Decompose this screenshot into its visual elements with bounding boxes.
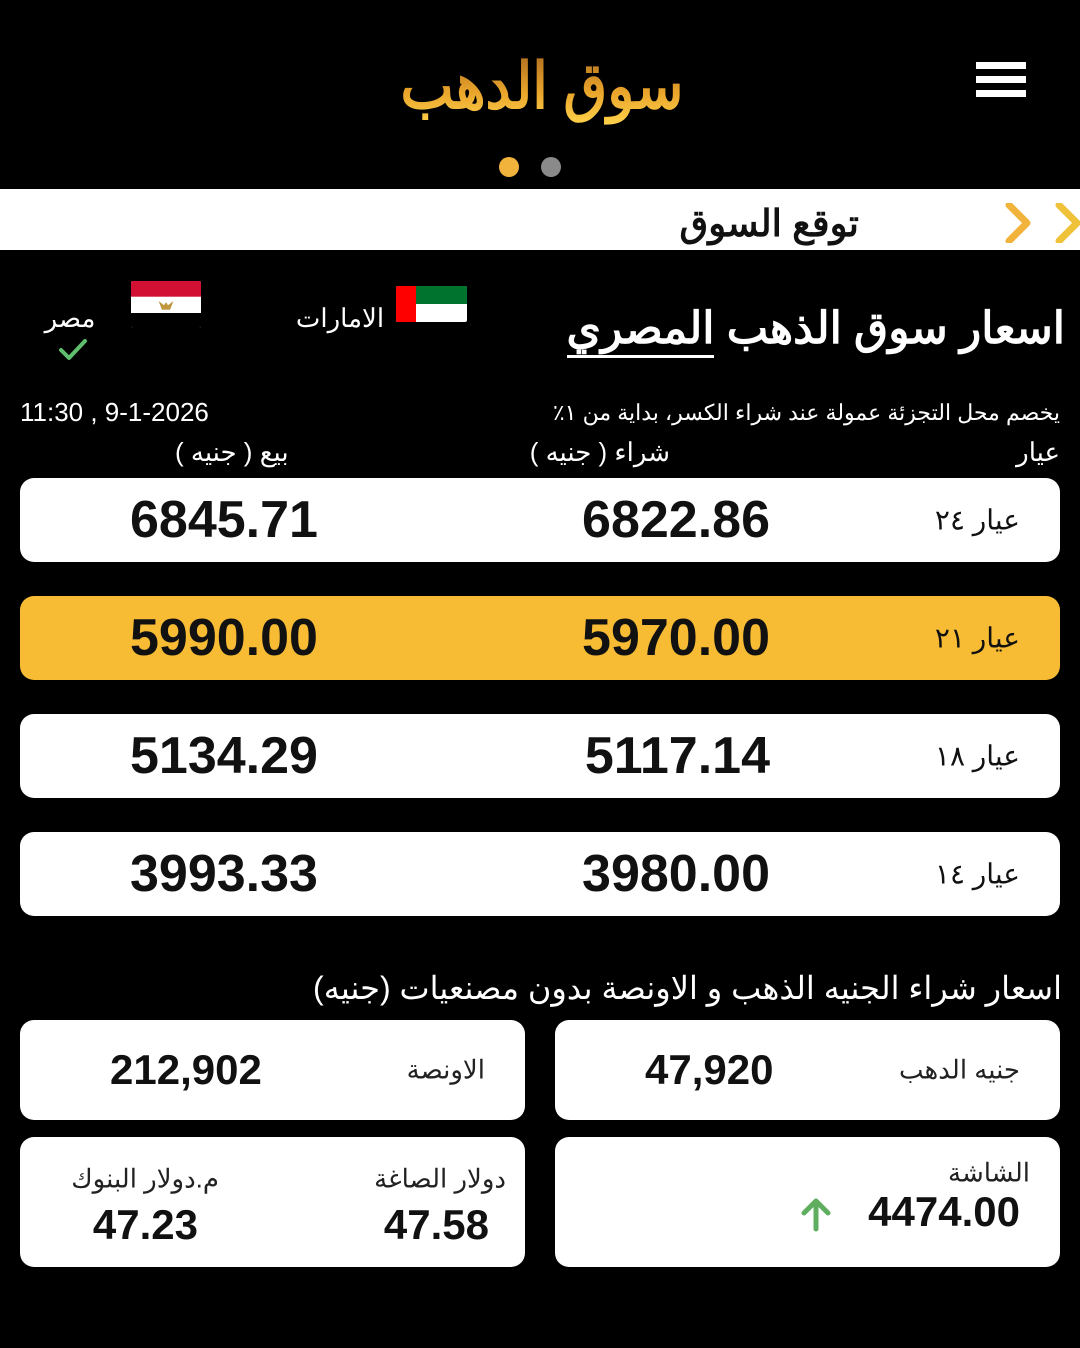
svg-text:سوق الدهب: سوق الدهب [401,50,684,125]
